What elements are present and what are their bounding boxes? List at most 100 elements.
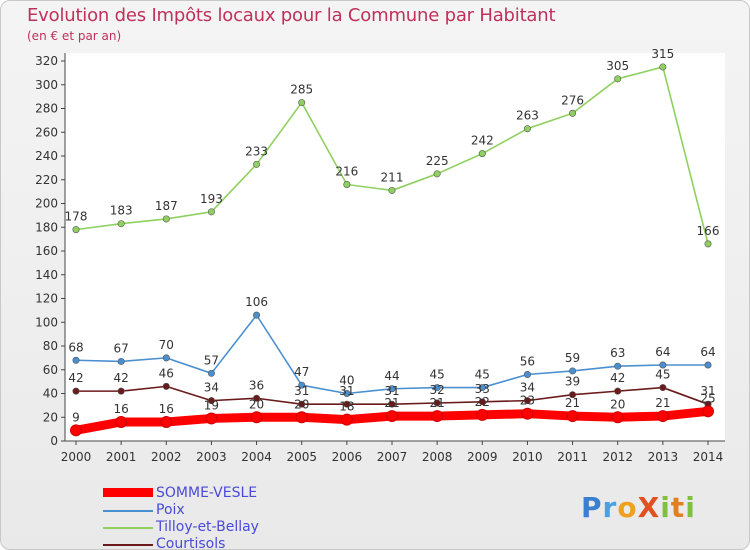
data-label: 59 <box>565 351 580 365</box>
data-label: 67 <box>114 341 129 355</box>
data-point <box>207 397 215 405</box>
logo-letter: i <box>660 491 671 524</box>
data-point <box>253 160 261 168</box>
data-point <box>162 354 170 362</box>
data-point <box>295 411 308 424</box>
x-tick-label: 2012 <box>602 450 633 464</box>
x-tick-label: 2008 <box>422 450 453 464</box>
data-point <box>115 416 128 428</box>
data-label: 22 <box>475 395 490 409</box>
data-label: 263 <box>516 109 539 123</box>
proxiti-logo: ProXiti <box>581 491 696 524</box>
data-point <box>207 369 215 377</box>
legend-label: Poix <box>156 502 185 518</box>
data-label: 25 <box>700 391 715 405</box>
data-point <box>388 186 396 194</box>
data-point <box>569 367 577 375</box>
data-point <box>614 387 622 395</box>
data-point <box>162 382 170 390</box>
y-tick-label: 80 <box>43 339 58 353</box>
y-tick-label: 20 <box>43 410 58 424</box>
data-point <box>343 389 351 397</box>
x-tick-label: 2011 <box>557 450 588 464</box>
data-point <box>478 398 486 406</box>
data-label: 64 <box>655 345 670 359</box>
y-tick-label: 60 <box>43 363 58 377</box>
x-tick-label: 2003 <box>196 450 227 464</box>
x-tick-label: 2006 <box>332 450 363 464</box>
data-point <box>72 356 80 364</box>
data-label: 106 <box>245 295 268 309</box>
data-label: 187 <box>155 199 178 213</box>
chart-title: Evolution des Impôts locaux pour la Comm… <box>27 5 556 26</box>
chart-subtitle: (en € et par an) <box>27 29 122 43</box>
data-point <box>298 99 306 107</box>
legend-swatch <box>103 544 153 546</box>
data-point <box>702 405 714 418</box>
data-label: 305 <box>606 59 629 73</box>
data-point <box>207 208 215 216</box>
y-tick-label: 280 <box>35 102 58 116</box>
data-point <box>659 361 667 369</box>
data-label: 242 <box>471 134 494 148</box>
data-label: 20 <box>249 397 264 411</box>
data-point <box>298 400 306 408</box>
data-label: 216 <box>335 165 358 179</box>
data-point <box>72 226 80 234</box>
data-label: 34 <box>520 381 535 395</box>
y-tick-label: 240 <box>35 149 58 163</box>
data-point <box>253 311 261 319</box>
y-tick-label: 40 <box>43 387 58 401</box>
data-label: 9 <box>72 410 80 424</box>
data-point <box>117 387 125 395</box>
data-label: 315 <box>651 47 674 61</box>
data-label: 36 <box>249 378 264 392</box>
data-point <box>614 75 622 83</box>
data-point <box>521 407 534 420</box>
data-point <box>704 240 712 248</box>
data-label: 21 <box>430 396 445 410</box>
data-point <box>523 125 531 133</box>
x-tick-label: 2013 <box>648 450 679 464</box>
y-tick-label: 260 <box>35 125 58 139</box>
y-tick-label: 320 <box>35 54 58 68</box>
data-point <box>476 408 489 421</box>
data-label: 285 <box>290 83 313 97</box>
y-tick-label: 160 <box>35 244 58 258</box>
data-point <box>117 357 125 365</box>
data-label: 42 <box>68 371 83 385</box>
data-point <box>569 391 577 399</box>
data-point <box>433 399 441 407</box>
data-label: 31 <box>339 384 354 398</box>
data-point <box>523 370 531 378</box>
plot-area <box>65 53 725 441</box>
y-tick-label: 140 <box>35 268 58 282</box>
y-tick-label: 220 <box>35 173 58 187</box>
legend-swatch <box>103 510 153 512</box>
data-point <box>205 412 218 425</box>
data-point <box>569 109 577 117</box>
data-label: 68 <box>68 340 83 354</box>
data-label: 225 <box>426 154 449 168</box>
data-label: 46 <box>159 366 174 380</box>
x-tick-label: 2010 <box>512 450 543 464</box>
data-point <box>72 387 80 395</box>
y-tick-label: 120 <box>35 292 58 306</box>
data-label: 21 <box>655 396 670 410</box>
logo-letter: P <box>581 491 603 524</box>
data-label: 33 <box>475 382 490 396</box>
logo-letter: r <box>602 491 618 524</box>
legend-label: Courtisols <box>156 536 226 550</box>
data-label: 57 <box>204 353 219 367</box>
data-label: 42 <box>114 371 129 385</box>
data-label: 21 <box>565 396 580 410</box>
data-label: 193 <box>200 192 223 206</box>
data-point <box>160 416 173 428</box>
x-tick-label: 2004 <box>241 450 272 464</box>
data-point <box>659 63 667 71</box>
data-point <box>656 410 669 423</box>
data-point <box>431 410 444 423</box>
data-label: 42 <box>610 371 625 385</box>
